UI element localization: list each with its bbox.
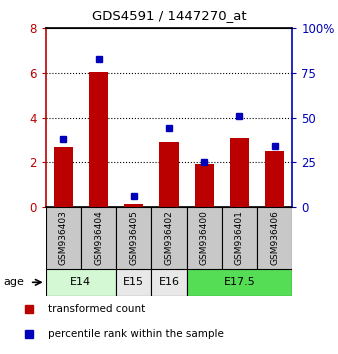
Bar: [116, 269, 151, 296]
Bar: [53, 147, 73, 207]
Text: E15: E15: [123, 277, 144, 287]
Text: E16: E16: [159, 277, 179, 287]
Text: GSM936404: GSM936404: [94, 210, 103, 265]
Bar: [187, 207, 222, 269]
Bar: [195, 164, 214, 207]
Text: GSM936406: GSM936406: [270, 210, 279, 265]
Text: GSM936402: GSM936402: [165, 210, 173, 265]
Bar: [265, 151, 285, 207]
Bar: [116, 207, 151, 269]
Text: E17.5: E17.5: [224, 277, 256, 287]
Text: GSM936401: GSM936401: [235, 210, 244, 265]
Bar: [124, 204, 143, 207]
Text: transformed count: transformed count: [48, 304, 145, 314]
Bar: [46, 207, 81, 269]
Bar: [230, 138, 249, 207]
Bar: [46, 269, 116, 296]
Text: GDS4591 / 1447270_at: GDS4591 / 1447270_at: [92, 9, 246, 22]
Text: percentile rank within the sample: percentile rank within the sample: [48, 329, 224, 338]
Text: GSM936403: GSM936403: [59, 210, 68, 265]
Text: E14: E14: [70, 277, 92, 287]
Text: GSM936405: GSM936405: [129, 210, 138, 265]
Text: GSM936400: GSM936400: [200, 210, 209, 265]
Bar: [81, 207, 116, 269]
Bar: [151, 269, 187, 296]
Bar: [159, 142, 179, 207]
Bar: [89, 72, 108, 207]
Text: age: age: [3, 277, 24, 287]
Bar: [187, 269, 292, 296]
Bar: [222, 207, 257, 269]
Bar: [151, 207, 187, 269]
Bar: [257, 207, 292, 269]
